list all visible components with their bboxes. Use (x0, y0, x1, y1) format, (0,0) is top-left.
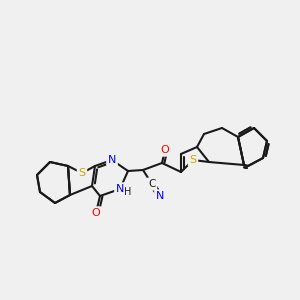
Text: S: S (189, 155, 197, 165)
Text: C: C (148, 179, 156, 189)
Text: N: N (108, 155, 116, 165)
Text: O: O (92, 208, 100, 218)
Text: N: N (156, 191, 164, 201)
Text: H: H (124, 187, 132, 197)
Text: O: O (160, 145, 169, 155)
Text: S: S (78, 168, 85, 178)
Text: N: N (116, 184, 124, 194)
